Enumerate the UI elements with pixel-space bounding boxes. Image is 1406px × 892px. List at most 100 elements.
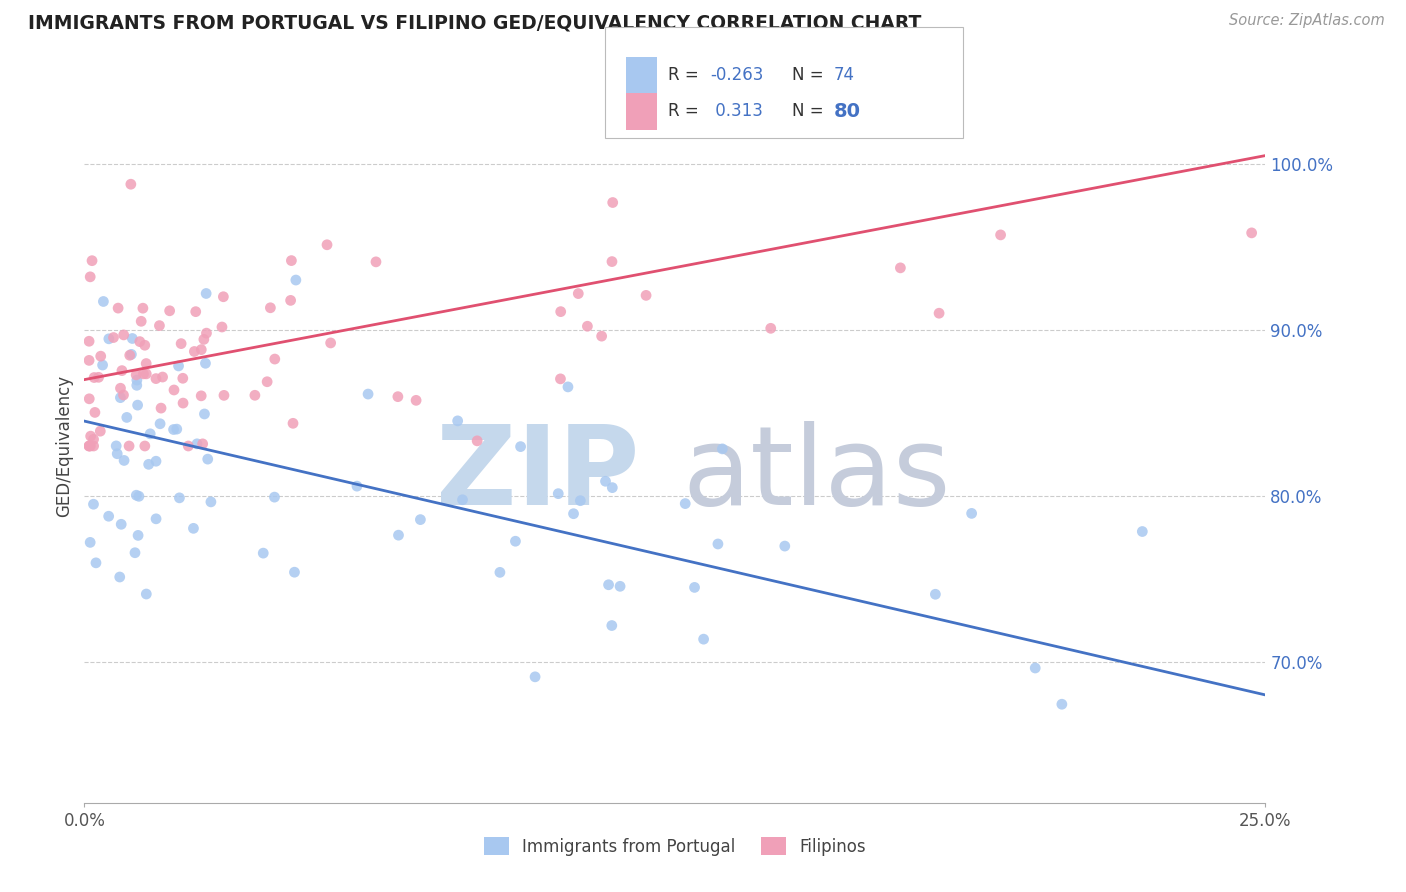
Point [190, 389, 212, 403]
Point [489, 566, 512, 580]
Point [212, 290, 235, 304]
Point [773, 539, 796, 553]
Point [194, 356, 217, 370]
Point [600, 254, 623, 268]
Point [567, 286, 589, 301]
Point [195, 286, 218, 301]
Point [451, 492, 474, 507]
Point [602, 195, 624, 210]
Text: N =: N = [792, 66, 828, 85]
Point [135, 587, 157, 601]
Point [84, 405, 107, 419]
Point [409, 513, 432, 527]
Point [505, 534, 527, 549]
Point [524, 670, 547, 684]
Point [387, 528, 409, 542]
Point [93, 294, 115, 309]
Point [134, 439, 156, 453]
Point [145, 454, 167, 468]
Point [280, 253, 302, 268]
Point [711, 442, 734, 456]
Point [97, 332, 120, 346]
Point [145, 371, 167, 385]
Point [600, 618, 623, 632]
Legend: Immigrants from Portugal, Filipinos: Immigrants from Portugal, Filipinos [478, 830, 872, 863]
Point [170, 336, 193, 351]
Point [357, 387, 380, 401]
Point [128, 489, 150, 503]
Point [569, 493, 592, 508]
Point [112, 388, 135, 402]
Point [283, 565, 305, 579]
Point [135, 367, 157, 381]
Point [124, 546, 146, 560]
Point [186, 437, 208, 451]
Point [127, 528, 149, 542]
Point [673, 497, 696, 511]
Point [252, 546, 274, 560]
Text: IMMIGRANTS FROM PORTUGAL VS FILIPINO GED/EQUIVALENCY CORRELATION CHART: IMMIGRANTS FROM PORTUGAL VS FILIPINO GED… [28, 13, 921, 32]
Point [263, 352, 285, 367]
Point [127, 398, 149, 412]
Point [105, 439, 128, 453]
Point [212, 388, 235, 402]
Point [110, 381, 132, 395]
Point [387, 390, 409, 404]
Point [134, 338, 156, 352]
Point [172, 396, 194, 410]
Point [138, 458, 160, 472]
Point [135, 357, 157, 371]
Point [193, 407, 215, 421]
Point [79, 439, 101, 453]
Point [162, 423, 184, 437]
Point [636, 288, 658, 302]
Point [112, 453, 135, 467]
Point [557, 380, 579, 394]
Point [83, 433, 105, 447]
Point [609, 579, 631, 593]
Point [132, 367, 155, 381]
Point [316, 237, 339, 252]
Point [364, 255, 387, 269]
Point [139, 426, 162, 441]
Point [83, 370, 105, 384]
Point [177, 439, 200, 453]
Point [562, 507, 585, 521]
Point [145, 512, 167, 526]
Text: R =: R = [668, 103, 704, 120]
Point [591, 329, 613, 343]
Point [128, 334, 150, 349]
Point [167, 359, 190, 373]
Point [598, 578, 620, 592]
Point [191, 437, 214, 451]
Point [256, 375, 278, 389]
Point [125, 378, 148, 392]
Point [759, 321, 782, 335]
Point [120, 347, 142, 361]
Point [91, 358, 114, 372]
Point [166, 422, 188, 436]
Point [89, 424, 111, 438]
Point [97, 509, 120, 524]
Point [77, 353, 100, 368]
Point [447, 414, 470, 428]
Point [84, 556, 107, 570]
Point [132, 301, 155, 316]
Text: 74: 74 [834, 66, 855, 85]
Point [103, 330, 125, 344]
Point [118, 439, 141, 453]
Point [602, 481, 624, 495]
Text: Source: ZipAtlas.com: Source: ZipAtlas.com [1229, 13, 1385, 29]
Point [259, 301, 281, 315]
Point [707, 537, 730, 551]
Point [108, 570, 131, 584]
Text: 0.313: 0.313 [710, 103, 763, 120]
Point [77, 439, 100, 453]
Point [77, 439, 100, 453]
Point [77, 334, 100, 349]
Point [405, 393, 427, 408]
Point [1240, 226, 1263, 240]
Point [184, 304, 207, 318]
Point [152, 370, 174, 384]
Point [183, 344, 205, 359]
